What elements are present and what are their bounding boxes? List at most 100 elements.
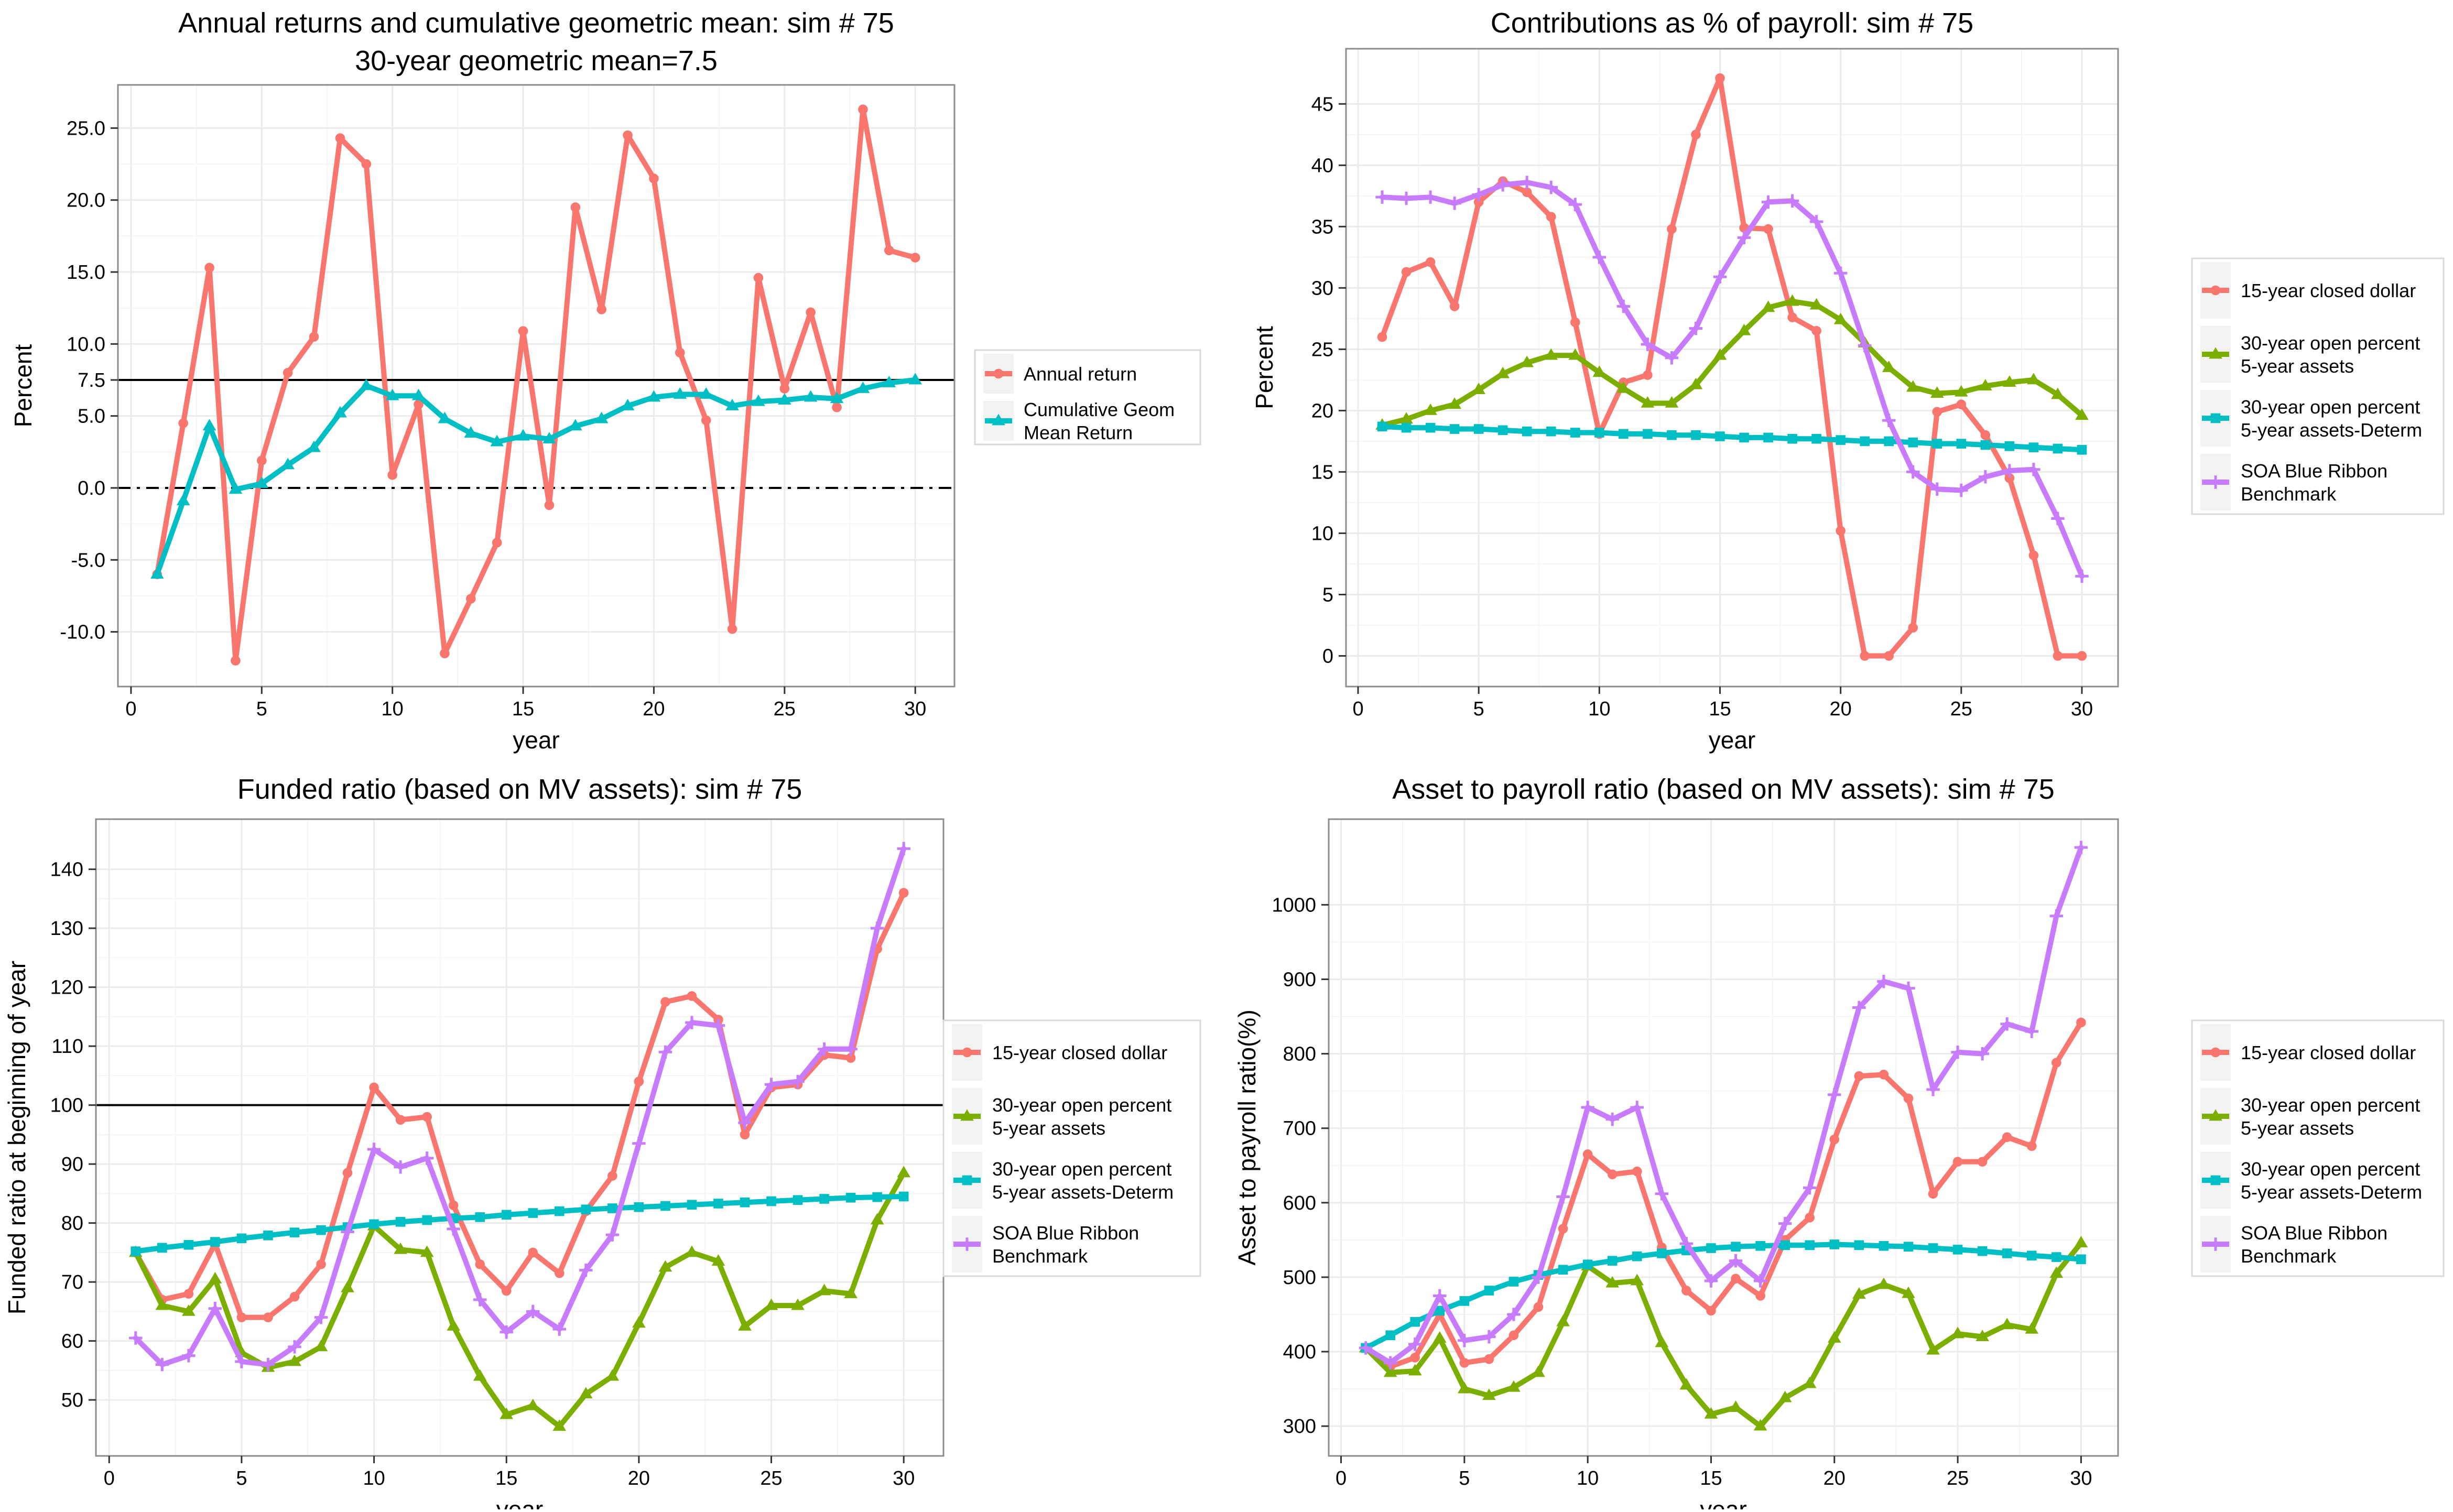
data-point (1385, 1330, 1395, 1341)
data-point (660, 1201, 670, 1211)
data-point (2028, 442, 2039, 452)
legend-key-marker (2209, 1237, 2222, 1251)
legend-key-marker (962, 1047, 972, 1058)
data-point (1619, 429, 1629, 439)
data-point (1401, 422, 1412, 433)
data-point (2076, 1254, 2086, 1265)
data-point (1410, 1317, 1420, 1327)
data-point (738, 1319, 752, 1331)
data-point (1679, 1378, 1694, 1390)
data-point (1787, 433, 1797, 444)
data-point (1836, 526, 1846, 536)
legend-label: 15-year closed dollar (992, 1042, 1167, 1063)
legend-key-marker (2210, 413, 2221, 423)
legend-label: SOA Blue Ribbon (2241, 460, 2387, 482)
data-point (1377, 332, 1387, 342)
data-point (447, 1222, 460, 1236)
data-point (1496, 366, 1510, 378)
series-purple (1375, 176, 2089, 583)
x-tick-label: 20 (1830, 698, 1852, 720)
x-tick-label: 30 (893, 1467, 915, 1489)
data-point (1607, 1169, 1618, 1180)
data-point (316, 1259, 326, 1269)
data-point (1592, 365, 1607, 377)
data-point (257, 455, 267, 466)
data-point (727, 624, 737, 634)
x-tick-label: 10 (382, 698, 404, 720)
y-tick-label: 15 (1311, 461, 1333, 483)
data-point (1473, 197, 1484, 207)
data-point (1472, 188, 1485, 202)
data-point (176, 494, 190, 506)
legend-key-marker (2209, 475, 2222, 489)
data-point (1383, 1365, 1397, 1377)
legend-key-marker (2209, 347, 2222, 359)
data-point (2052, 1252, 2061, 1262)
data-point (872, 1192, 882, 1202)
data-point (1811, 325, 1821, 336)
y-tick-label: 45 (1311, 93, 1333, 115)
data-point (870, 1213, 884, 1225)
data-point (385, 388, 399, 400)
data-point (1879, 1070, 1889, 1080)
data-point (1785, 194, 1799, 208)
data-point (766, 1196, 776, 1206)
data-point (1882, 361, 1896, 372)
x-axis-label: year (1700, 1496, 1746, 1509)
data-point (544, 500, 555, 510)
chart-title: Asset to payroll ratio (based on MV asse… (1392, 774, 2055, 805)
data-point (1755, 1241, 1765, 1251)
panel-border (117, 84, 956, 688)
data-point (1704, 1274, 1718, 1288)
data-point (1706, 1306, 1716, 1316)
x-axis-label: year (1709, 726, 1755, 754)
y-tick-label: 800 (1283, 1043, 1316, 1065)
data-point (1594, 428, 1604, 438)
data-point (1787, 312, 1797, 322)
data-point (817, 1283, 831, 1296)
data-point (1424, 403, 1437, 415)
x-tick-label: 5 (1473, 698, 1484, 720)
legend-label: Mean Return (1024, 422, 1133, 443)
data-point (711, 1254, 725, 1266)
data-point (1833, 312, 1848, 324)
data-point (1928, 1243, 1938, 1253)
data-point (1632, 1251, 1642, 1261)
data-point (1828, 1088, 1841, 1102)
data-point (183, 1239, 194, 1250)
data-point (647, 390, 661, 402)
data-point (1458, 1333, 1471, 1347)
data-point (1879, 1241, 1889, 1251)
legend-label: Cumulative Geom (1024, 399, 1175, 420)
data-point (1410, 1353, 1420, 1363)
data-point (1827, 1331, 1841, 1343)
data-point (607, 1203, 617, 1213)
data-point (1829, 1239, 1840, 1249)
data-point (1532, 1270, 1545, 1284)
data-point (1630, 1274, 1644, 1286)
data-point (526, 1304, 540, 1319)
data-point (2027, 373, 2040, 385)
data-point (1979, 379, 1992, 390)
data-point (1954, 385, 1968, 397)
data-point (1520, 176, 1534, 189)
data-point (1713, 270, 1727, 284)
y-tick-label: 900 (1283, 969, 1316, 991)
data-point (554, 1268, 565, 1278)
legend-box (2191, 1019, 2445, 1277)
data-point (289, 1291, 300, 1302)
y-tick-label: 30 (1311, 277, 1333, 299)
data-point (314, 1310, 328, 1324)
data-point (1592, 251, 1607, 264)
legend-box (942, 1019, 1201, 1277)
legend-label: SOA Blue Ribbon (2241, 1222, 2387, 1244)
chart-1: 0 5 10 15 20 25 30 -10.0 -5.0 0.0 5.0 7.5 10.0 15.0 20… (9, 7, 1201, 754)
data-point (335, 133, 345, 143)
data-point (440, 648, 450, 659)
data-point (596, 304, 606, 314)
data-point (155, 1298, 169, 1310)
x-axis-label: year (496, 1496, 543, 1509)
data-point (658, 1045, 672, 1059)
